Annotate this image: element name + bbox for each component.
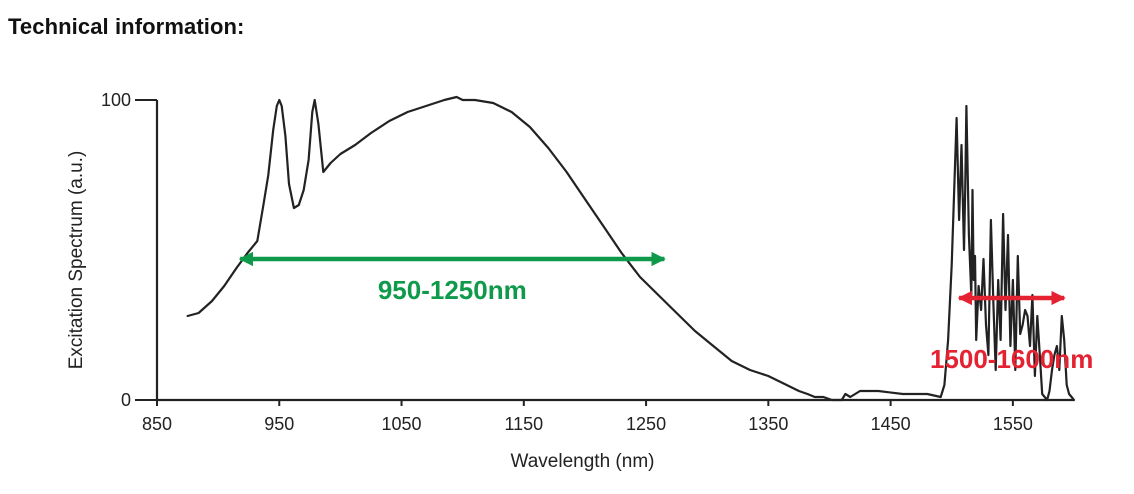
y-tick-label: 0 bbox=[121, 390, 131, 410]
x-tick-label: 1350 bbox=[748, 414, 788, 434]
x-tick-label: 1150 bbox=[504, 414, 543, 434]
axes: 850 950 1050 1150 1250 1350 1450 1550 0 100 Wavele… bbox=[66, 90, 1074, 472]
x-tick-label: 950 bbox=[264, 414, 294, 434]
range-label-1: 1500-1600nm bbox=[930, 344, 1093, 374]
x-tick-label: 1450 bbox=[871, 414, 911, 434]
x-axis-title: Wavelength (nm) bbox=[511, 451, 655, 472]
x-tick-label: 1050 bbox=[382, 414, 422, 434]
x-tick-label: 1250 bbox=[626, 414, 666, 434]
page-heading: Technical information: bbox=[8, 14, 245, 39]
y-axis-title: Excitation Spectrum (a.u.) bbox=[66, 151, 87, 370]
x-tick-label: 1550 bbox=[993, 414, 1033, 434]
annotation-layer: 950-1250nm 1500-1600nm bbox=[238, 251, 1093, 374]
x-tick-label: 850 bbox=[142, 414, 172, 434]
series-line-0 bbox=[186, 95, 1076, 402]
series-layer bbox=[186, 95, 1076, 402]
range-label-0: 950-1250nm bbox=[378, 275, 527, 305]
y-tick-label: 100 bbox=[101, 90, 131, 110]
